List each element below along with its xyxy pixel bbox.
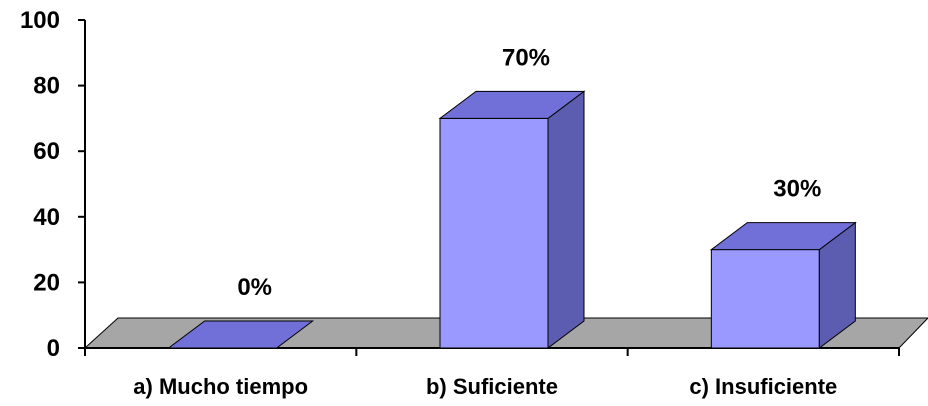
y-tick-label: 80	[33, 73, 60, 100]
y-axis-ticks: 0 20 40 60 80 100	[20, 7, 85, 362]
bar-data-label: 30%	[773, 176, 821, 203]
bar-series	[167, 90, 857, 349]
y-tick-label: 20	[33, 269, 60, 296]
bar-top-face	[709, 222, 857, 251]
bar-data-label: 70%	[502, 44, 550, 71]
x-axis-ticks: a) Mucho tiempo b) Suficiente c) Insuficie…	[84, 348, 900, 399]
y-tick-label: 60	[33, 138, 60, 165]
x-category-label: c) Insuficiente	[689, 374, 837, 399]
data-labels: 0% 70% 30%	[237, 44, 821, 301]
y-tick-label: 40	[33, 204, 60, 231]
bar-front-face	[439, 117, 549, 349]
bar-top-face	[167, 320, 315, 349]
y-tick-label: 100	[20, 7, 60, 34]
bar-top-face	[438, 90, 586, 119]
x-category-label: a) Mucho tiempo	[133, 374, 308, 399]
y-tick-label: 0	[47, 335, 60, 362]
bar-side-face	[547, 90, 585, 349]
bar-data-label: 0%	[237, 274, 272, 301]
x-category-label: b) Suficiente	[426, 374, 558, 399]
bar-front-face	[710, 249, 820, 349]
